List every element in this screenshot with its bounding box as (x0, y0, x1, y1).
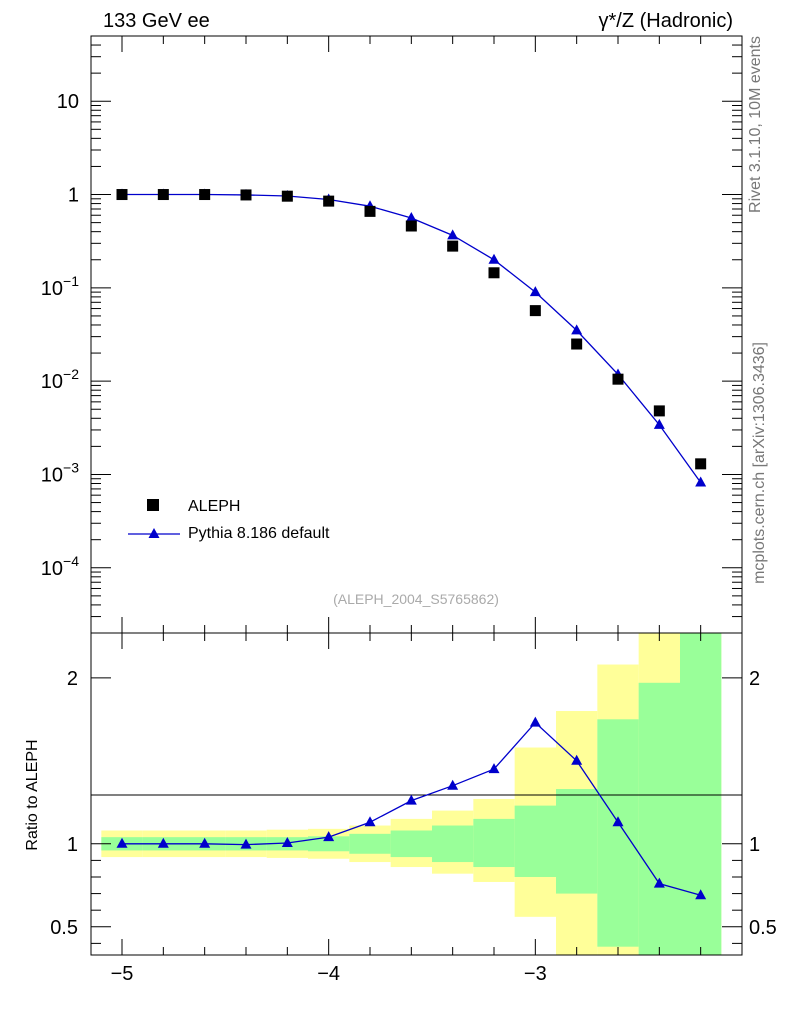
rivet-label: Rivet 3.1.10, 10M events (747, 36, 764, 213)
aleph-point (612, 373, 624, 385)
ratio-inner-band (514, 805, 556, 877)
main-y-tick-exponent: −2 (63, 366, 79, 382)
ratio-point (571, 754, 583, 765)
ratio-point (529, 716, 541, 727)
ratio-plot-frame (90, 632, 743, 956)
analysis-label: (ALEPH_2004_S5765862) (333, 591, 499, 607)
ratio-point (695, 889, 707, 900)
pythia-point (405, 212, 417, 223)
ratio-point (488, 763, 500, 774)
aleph-point (323, 195, 335, 207)
aleph-point (199, 189, 211, 201)
legend-aleph-label: ALEPH (188, 498, 240, 515)
x-tick-label: −3 (524, 963, 547, 985)
main-plot-frame (90, 35, 743, 634)
ratio-inner-band (597, 719, 639, 947)
main-y-tick-exponent: −4 (63, 553, 79, 569)
main-y-tick-base: 1 (68, 185, 79, 207)
ratio-inner-band (308, 836, 350, 852)
ratio-inner-band (432, 825, 474, 863)
ratio-point (447, 779, 459, 790)
main-y-tick-base: 10 (41, 558, 63, 580)
legend: ALEPH Pythia 8.186 default (128, 498, 330, 542)
ratio-point (281, 836, 293, 847)
ratio-point (199, 837, 211, 848)
energy-title: 133 GeV ee (103, 10, 210, 32)
pythia-point (447, 229, 459, 240)
ratio-inner-band (556, 789, 598, 894)
aleph-point (364, 205, 376, 217)
pythia-point (695, 476, 707, 487)
pythia-curve (122, 193, 702, 483)
ratio-point (653, 877, 665, 888)
pythia-point (571, 324, 583, 335)
legend-pythia-marker (148, 528, 160, 538)
aleph-point (281, 190, 293, 202)
main-y-tick-base: 10 (57, 91, 79, 113)
main-y-tick-base: 10 (41, 278, 63, 300)
x-tick-label: −4 (317, 963, 340, 985)
legend-aleph-marker (147, 499, 159, 511)
aleph-point (488, 267, 500, 279)
ratio-point (405, 794, 417, 805)
ratio-inner-band (680, 633, 722, 955)
aleph-point (240, 189, 252, 201)
main-y-tick-base: 10 (41, 464, 63, 486)
ratio-y-tick-label-right: 2 (749, 668, 760, 690)
aleph-point (529, 305, 541, 317)
ratio-point (157, 837, 169, 848)
ratio-point (364, 816, 376, 827)
mcplots-label: mcplots.cern.ch [arXiv:1306.3436] (751, 342, 768, 584)
legend-pythia-label: Pythia 8.186 default (188, 525, 330, 542)
ratio-y-tick-label: 2 (67, 668, 78, 690)
x-tick-label: −5 (111, 963, 134, 985)
ratio-y-tick-label: 0.5 (50, 917, 78, 939)
ratio-point (323, 831, 335, 842)
pythia-point (488, 253, 500, 264)
process-title: γ*/Z (Hadronic) (599, 10, 733, 32)
ratio-y-tick-label-right: 0.5 (749, 917, 777, 939)
aleph-point (405, 220, 417, 232)
ratio-y-axis-label: Ratio to ALEPH (24, 739, 41, 850)
ratio-point (240, 838, 252, 849)
main-y-tick-base: 10 (41, 371, 63, 393)
main-y-tick-label: 10−4 (41, 553, 79, 580)
ratio-point (116, 837, 128, 848)
main-y-tick-label: 10 (57, 91, 79, 113)
ratio-plot-panel: 0.5 0.5 1 1 2 2 (50, 632, 777, 956)
main-y-tick-exponent: −3 (63, 459, 79, 475)
ratio-inner-band (638, 682, 680, 955)
aleph-point (571, 338, 583, 350)
ratio-point (612, 816, 624, 827)
ratio-inner-band (473, 818, 515, 868)
ratio-y-tick-label-right: 1 (749, 834, 760, 856)
ratio-inner-band (390, 830, 432, 858)
pythia-point (653, 418, 665, 429)
aleph-point (695, 458, 707, 470)
aleph-point (447, 240, 459, 252)
aleph-point (116, 189, 128, 201)
ratio-y-tick-label: 1 (67, 834, 78, 856)
aleph-point (653, 405, 665, 417)
main-y-tick-label: 10−2 (41, 366, 79, 393)
main-y-tick-label: 10−3 (41, 459, 79, 486)
main-y-tick-exponent: −1 (63, 273, 79, 289)
main-y-tick-label: 1 (68, 185, 79, 207)
pythia-point (529, 286, 541, 297)
aleph-point (157, 189, 169, 201)
main-y-tick-label: 10−1 (41, 273, 79, 300)
ratio-inner-band (349, 833, 391, 854)
